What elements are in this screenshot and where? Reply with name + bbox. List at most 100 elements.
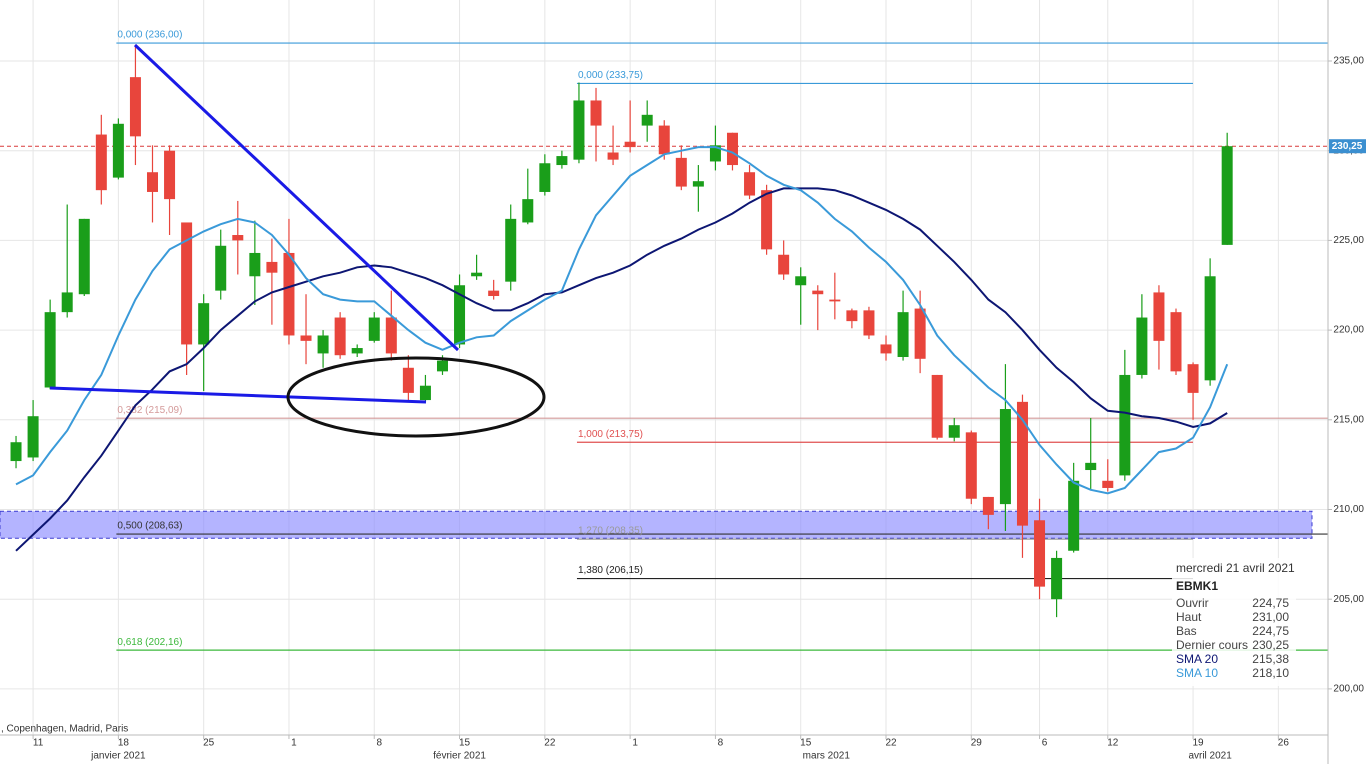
candle-body [249, 252, 261, 277]
y-tick-label: 225,00 [1333, 235, 1364, 246]
y-tick-label: 220,00 [1333, 325, 1364, 336]
candle-body [334, 317, 346, 356]
candle-body [1068, 480, 1080, 551]
candle-body [914, 308, 926, 359]
info-date: mercredi 21 avril 2021 [1176, 561, 1295, 575]
candle-body [402, 367, 414, 393]
candle-body [1119, 374, 1131, 476]
candle-body [675, 157, 687, 187]
candle-body [300, 335, 312, 341]
candle-body [1221, 146, 1233, 245]
x-tick-label: 22 [544, 738, 556, 749]
candle-body [283, 252, 295, 336]
trend-line [133, 43, 460, 352]
trend-line [49, 386, 427, 404]
candle-body [129, 77, 141, 137]
legend-value: 215,38 [1252, 652, 1289, 666]
month-label: mars 2021 [803, 751, 851, 762]
candle-body [61, 292, 73, 313]
x-tick-label: 26 [1278, 738, 1290, 749]
sma-line [15, 146, 1229, 495]
info-panel: mercredi 21 avril 2021 EBMK1 Ouvrir 224,7… [1172, 558, 1296, 686]
info-symbol: EBMK1 [1176, 579, 1218, 593]
x-tick-label: 29 [971, 738, 983, 749]
candle-body [999, 409, 1011, 505]
candle-body [1085, 462, 1097, 471]
x-tick-label: 22 [885, 738, 897, 749]
candle-body [539, 163, 551, 192]
candle-body [778, 254, 790, 275]
last-price-label: 230,25 [1332, 141, 1363, 152]
candle-body [692, 181, 704, 187]
candle-body [181, 222, 193, 345]
legend-label: SMA 10 [1176, 666, 1218, 680]
highlight-ellipse [286, 356, 546, 438]
candle-body [351, 348, 363, 354]
month-label: janvier 2021 [90, 751, 146, 762]
candle-body [761, 190, 773, 250]
y-tick-label: 235,00 [1333, 56, 1364, 67]
x-tick-label: 15 [800, 738, 812, 749]
level-label: 1,380 (206,15) [578, 565, 643, 576]
x-tick-label: 25 [203, 738, 215, 749]
info-value: 230,25 [1252, 638, 1289, 652]
candle-body [573, 100, 585, 160]
legend-value: 218,10 [1252, 666, 1289, 680]
candle-body [744, 172, 756, 196]
candle-body [812, 290, 824, 295]
candle-body [488, 290, 500, 297]
candle-body [641, 114, 653, 126]
level-label: 0,000 (233,75) [578, 70, 643, 81]
candle-body [1051, 557, 1063, 600]
month-label: février 2021 [433, 751, 486, 762]
candle-body [965, 432, 977, 499]
candle-body [44, 312, 56, 388]
y-tick-label: 200,00 [1333, 684, 1364, 695]
candle-body [232, 235, 244, 241]
y-tick-label: 215,00 [1333, 414, 1364, 425]
candle-body [1187, 364, 1199, 393]
candle-body [419, 385, 431, 401]
candle-body [624, 141, 636, 148]
candle-body [982, 496, 994, 515]
x-tick-label: 11 [33, 738, 44, 749]
level-label: 1,000 (213,75) [578, 429, 643, 440]
candle-body [385, 317, 397, 354]
candle-body [556, 156, 568, 166]
candle-body [317, 335, 329, 354]
candle-body [164, 150, 176, 200]
level-label: 1,270 (208,35) [578, 526, 643, 537]
last-price-box [1329, 139, 1366, 154]
drawings [49, 43, 546, 438]
candle-body [78, 218, 90, 295]
candle-body [27, 416, 39, 458]
month-label: avril 2021 [1188, 751, 1232, 762]
level-label: 0,618 (202,16) [117, 637, 182, 648]
candle-body [709, 145, 721, 162]
candle-body [215, 245, 227, 291]
candle-body [1136, 317, 1148, 375]
x-tick-label: 6 [1042, 738, 1048, 749]
candle-body [266, 261, 278, 273]
info-label: Ouvrir [1176, 596, 1209, 610]
candle-body [607, 152, 619, 160]
x-tick-label: 18 [118, 738, 130, 749]
x-tick-label: 8 [376, 738, 382, 749]
info-background [1172, 558, 1296, 686]
legend-label: SMA 20 [1176, 652, 1218, 666]
candle-body [863, 310, 875, 336]
x-tick-label: 19 [1192, 738, 1204, 749]
candle-body [726, 132, 738, 166]
candle-body [10, 442, 22, 462]
level-label: 0,382 (215,09) [117, 405, 182, 416]
candle-body [931, 374, 943, 438]
sma-lines [15, 146, 1229, 552]
info-value: 224,75 [1252, 596, 1289, 610]
candle-body [436, 360, 448, 372]
info-value: 231,00 [1252, 610, 1289, 624]
info-label: Dernier cours [1176, 638, 1248, 652]
candle-body [368, 317, 380, 341]
candle-body [146, 172, 158, 192]
